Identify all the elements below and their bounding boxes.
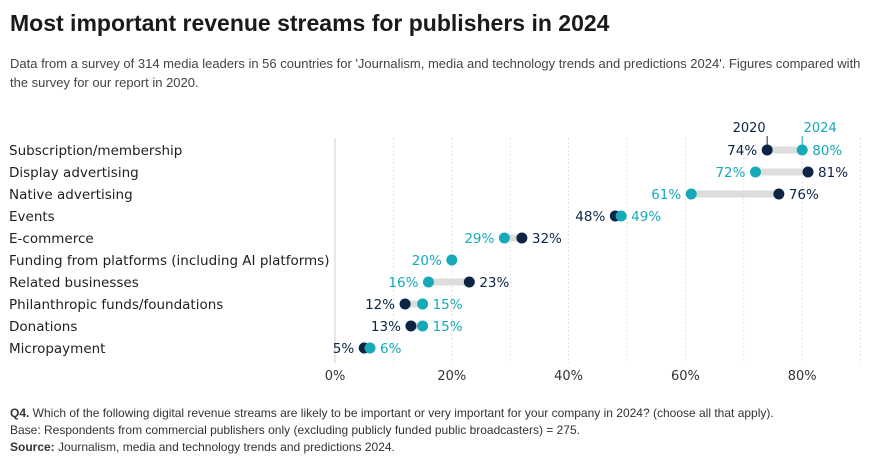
- value-label-2020: 5%: [333, 341, 355, 357]
- dot-2024: [365, 343, 376, 354]
- legend-2024: 2024: [804, 121, 837, 136]
- source-note: Source: Journalism, media and technology…: [10, 439, 880, 456]
- dot-2024: [750, 167, 761, 178]
- dot-2020: [516, 233, 527, 244]
- dot-2020: [405, 321, 416, 332]
- category-label: Funding from platforms (including AI pla…: [9, 253, 329, 269]
- dot-2020: [773, 189, 784, 200]
- x-tick-label: 20%: [437, 369, 466, 384]
- dot-2020: [762, 145, 773, 156]
- footnote: Q4. Which of the following digital reven…: [10, 405, 880, 456]
- category-label: Events: [9, 209, 55, 225]
- dot-plot-chart: 0% 20% 40% 60% 80% 2020 2024 Subscription/membe…: [0, 110, 887, 400]
- category-label: Display advertising: [9, 165, 139, 181]
- source-label: Source:: [10, 440, 55, 454]
- value-label-2020: 48%: [575, 209, 605, 225]
- value-label-2020: 74%: [727, 143, 757, 159]
- chart-title: Most important revenue streams for publi…: [10, 10, 609, 37]
- dot-2020: [400, 299, 411, 310]
- dot-2024: [797, 145, 808, 156]
- category-label: Related businesses: [9, 275, 139, 291]
- dot-2020: [803, 167, 814, 178]
- x-tick-label: 0%: [325, 369, 346, 384]
- category-label: Native advertising: [9, 187, 133, 203]
- source-text: Journalism, media and technology trends …: [55, 440, 395, 454]
- value-label-2024: 49%: [631, 209, 661, 225]
- dot-2024: [686, 189, 697, 200]
- value-label-2024: 15%: [433, 297, 463, 313]
- value-label-2020: 23%: [479, 275, 509, 291]
- value-label-2024: 6%: [380, 341, 402, 357]
- dot-2024: [616, 211, 627, 222]
- dot-2024: [423, 277, 434, 288]
- value-label-2020: 32%: [532, 231, 562, 247]
- value-label-2024: 29%: [464, 231, 494, 247]
- value-label-2020: 13%: [371, 319, 401, 335]
- value-label-2024: 61%: [651, 187, 681, 203]
- value-label-2020: 76%: [789, 187, 819, 203]
- category-label: Micropayment: [9, 341, 105, 357]
- dot-2024: [417, 299, 428, 310]
- question-note: Q4. Which of the following digital reven…: [10, 405, 880, 422]
- dot-2024: [417, 321, 428, 332]
- value-label-2020: 81%: [818, 165, 848, 181]
- value-label-2020: 12%: [365, 297, 395, 313]
- question-text: Which of the following digital revenue s…: [29, 406, 773, 420]
- dot-2024: [446, 255, 457, 266]
- value-label-2024: 20%: [412, 253, 442, 269]
- category-label: Philanthropic funds/foundations: [9, 297, 223, 313]
- value-label-2024: 72%: [715, 165, 745, 181]
- chart-subtitle: Data from a survey of 314 media leaders …: [10, 54, 875, 92]
- legend-2020: 2020: [733, 121, 766, 136]
- base-note: Base: Respondents from commercial publis…: [10, 422, 880, 439]
- value-label-2024: 80%: [812, 143, 842, 159]
- x-tick-label: 80%: [788, 369, 817, 384]
- value-label-2024: 16%: [388, 275, 418, 291]
- x-tick-label: 40%: [554, 369, 583, 384]
- category-label: E-commerce: [9, 231, 94, 247]
- question-label: Q4.: [10, 406, 29, 420]
- x-tick-label: 60%: [671, 369, 700, 384]
- dot-2024: [499, 233, 510, 244]
- category-label: Subscription/membership: [9, 143, 182, 159]
- value-label-2024: 15%: [433, 319, 463, 335]
- dot-2020: [464, 277, 475, 288]
- category-label: Donations: [9, 319, 77, 335]
